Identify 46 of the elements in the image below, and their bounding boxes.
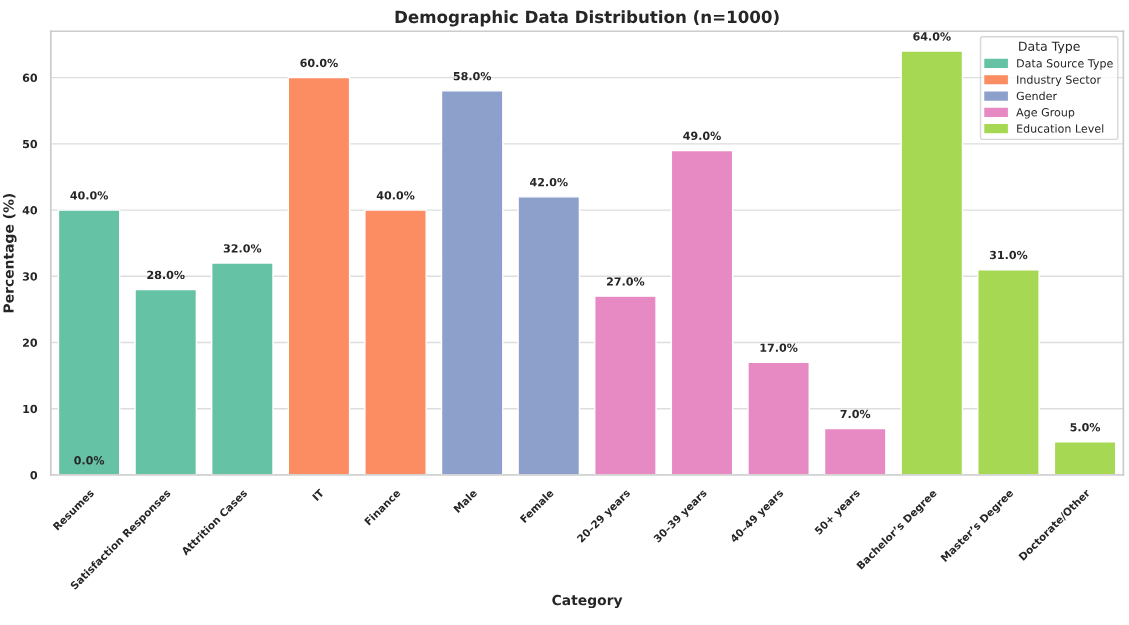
data-label: 5.0%	[1070, 422, 1101, 432]
bar	[57, 209, 121, 475]
bar	[977, 268, 1040, 475]
bar	[747, 361, 810, 475]
y-tick-label: 30	[22, 272, 38, 281]
bar	[287, 76, 351, 475]
bar	[440, 90, 504, 475]
annotation: 0.0%	[74, 456, 105, 465]
chart-title: Demographic Data Distribution (n=1000)	[395, 10, 779, 27]
x-axis-title: Category	[552, 594, 623, 609]
y-tick-label: 0	[30, 470, 38, 480]
x-tick-label: IT	[312, 488, 325, 501]
bar	[364, 209, 427, 475]
y-tick-label: 60	[22, 73, 38, 82]
legend-label: Data Source Type	[1017, 59, 1113, 70]
bar	[900, 50, 964, 475]
bar	[210, 262, 274, 475]
bar	[594, 295, 657, 475]
legend-label: Age Group	[1016, 108, 1075, 119]
data-label: 40.0%	[376, 191, 415, 200]
bar	[823, 427, 887, 475]
data-label: 7.0%	[840, 409, 871, 419]
y-axis-title: Percentage (%)	[3, 193, 17, 313]
data-label: 31.0%	[989, 250, 1028, 260]
y-tick-label: 20	[23, 338, 38, 347]
data-label: 27.0%	[606, 277, 645, 286]
data-label: 17.0%	[760, 343, 798, 352]
bar	[670, 149, 734, 475]
data-label: 64.0%	[913, 32, 951, 41]
bar	[1053, 441, 1117, 475]
legend-title: Data Type	[1019, 41, 1080, 54]
legend-label: Gender	[1016, 91, 1058, 101]
legend-label: Education Level	[1017, 124, 1104, 133]
bar	[134, 288, 198, 475]
data-label: 42.0%	[530, 177, 568, 187]
data-label: 40.0%	[70, 191, 109, 200]
bar	[517, 196, 581, 475]
y-tick-label: 50	[23, 139, 38, 149]
data-label: 60.0%	[300, 58, 338, 68]
data-label: 28.0%	[147, 270, 185, 280]
data-label: 58.0%	[453, 71, 492, 81]
legend-label: Industry Sector	[1017, 75, 1102, 86]
data-label: 32.0%	[223, 244, 262, 253]
y-tick-label: 40	[22, 206, 38, 215]
data-label: 49.0%	[683, 131, 721, 140]
y-tick-label: 10	[23, 404, 38, 414]
